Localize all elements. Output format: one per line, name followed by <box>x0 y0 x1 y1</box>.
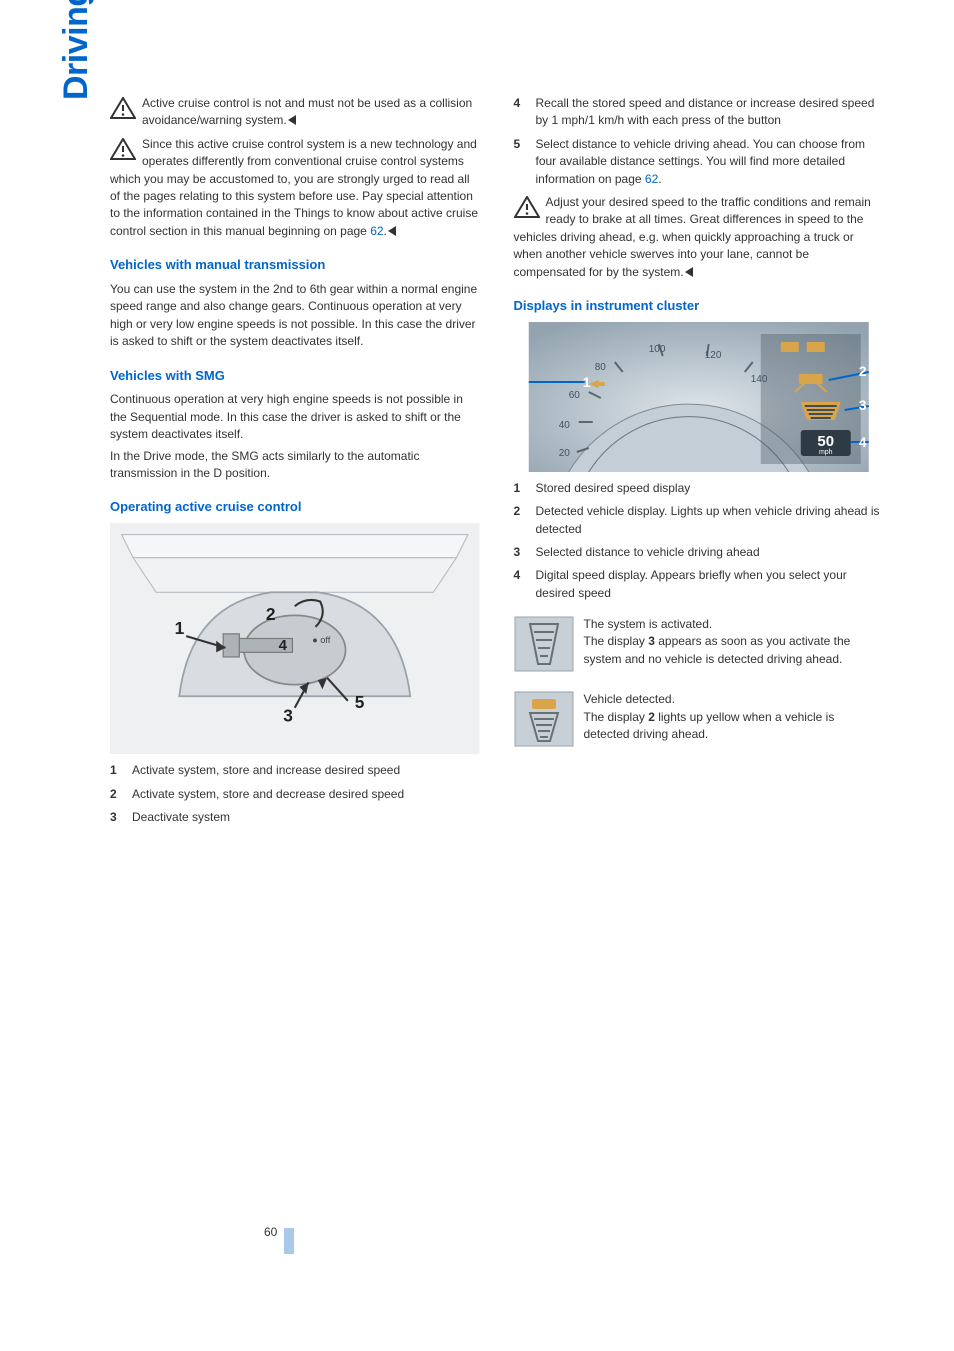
section-tab: Driving <box>52 0 101 100</box>
warning-box-2: Since this active cruise control system … <box>110 136 480 240</box>
warning-text-2: Since this active cruise control system … <box>110 137 478 238</box>
end-marker-icon <box>685 267 693 277</box>
warning-text-1: Active cruise control is not and must no… <box>142 96 472 127</box>
end-marker-icon <box>388 226 396 236</box>
item-number: 2 <box>110 786 132 803</box>
status-detected-row: Vehicle detected. The display 2 lights u… <box>514 691 884 752</box>
warning-icon <box>110 138 136 160</box>
list-item: 1Activate system, store and increase des… <box>110 762 480 779</box>
svg-text:3: 3 <box>283 706 293 726</box>
section-heading: Vehicles with manual transmission <box>110 256 480 275</box>
list-item: 4Digital speed display. Appears briefly … <box>514 567 884 602</box>
list-item: 2Detected vehicle display. Lights up whe… <box>514 503 884 538</box>
item-text: Recall the stored speed and distance or … <box>536 95 884 130</box>
item-text: Selected distance to vehicle driving ahe… <box>536 544 884 561</box>
item-text-post: . <box>658 172 661 186</box>
page-number: 60 <box>264 1224 277 1241</box>
page-link[interactable]: 62 <box>370 224 383 238</box>
item-number: 3 <box>514 544 536 561</box>
vehicle-detected-icon <box>514 691 574 752</box>
left-column: Active cruise control is not and must no… <box>110 95 480 832</box>
svg-text:● off: ● off <box>312 635 331 645</box>
cluster-list: 1Stored desired speed display 2Detected … <box>514 480 884 602</box>
item-text: Detected vehicle display. Lights up when… <box>536 503 884 538</box>
list-item: 1Stored desired speed display <box>514 480 884 497</box>
end-marker-icon <box>288 115 296 125</box>
body-text: Continuous operation at very high engine… <box>110 391 480 443</box>
svg-text:5: 5 <box>355 692 365 712</box>
item-text: Activate system, store and increase desi… <box>132 762 480 779</box>
item-text: Select distance to vehicle driving ahead… <box>536 136 884 188</box>
item-number: 1 <box>110 762 132 779</box>
right-column: 4Recall the stored speed and distance or… <box>514 95 884 832</box>
operating-list: 1Activate system, store and increase des… <box>110 762 480 826</box>
svg-text:80: 80 <box>594 362 606 373</box>
instrument-cluster-figure: 2040 6080 100120 140 <box>514 322 884 472</box>
item-text: Stored desired speed display <box>536 480 884 497</box>
page-link[interactable]: 62 <box>645 172 658 186</box>
warning-icon <box>110 97 136 119</box>
warning-icon <box>514 196 540 218</box>
item-text: Digital speed display. Appears briefly w… <box>536 567 884 602</box>
svg-text:4: 4 <box>279 637 288 654</box>
list-item: 5Select distance to vehicle driving ahea… <box>514 136 884 188</box>
list-item: 3Selected distance to vehicle driving ah… <box>514 544 884 561</box>
svg-text:2: 2 <box>858 363 866 379</box>
svg-text:3: 3 <box>858 397 866 413</box>
operating-list-cont: 4Recall the stored speed and distance or… <box>514 95 884 188</box>
svg-text:1: 1 <box>582 374 590 390</box>
list-item: 4Recall the stored speed and distance or… <box>514 95 884 130</box>
ref-number: 3 <box>648 634 655 648</box>
svg-text:2: 2 <box>266 604 276 624</box>
body-text: You can use the system in the 2nd to 6th… <box>110 281 480 351</box>
section-heading: Vehicles with SMG <box>110 367 480 386</box>
svg-text:120: 120 <box>704 350 721 361</box>
status-detected-text: Vehicle detected. The display 2 lights u… <box>584 691 884 752</box>
status-activated-row: The system is activated. The display 3 a… <box>514 616 884 677</box>
item-text: Activate system, store and decrease desi… <box>132 786 480 803</box>
svg-text:50: 50 <box>817 433 834 450</box>
warning-text-2-post: . <box>384 224 387 238</box>
item-number: 3 <box>110 809 132 826</box>
svg-text:1: 1 <box>175 618 185 638</box>
status-activated-text: The system is activated. The display 3 a… <box>584 616 884 677</box>
ref-number: 2 <box>648 710 655 724</box>
content-columns: Active cruise control is not and must no… <box>110 95 883 832</box>
item-number: 4 <box>514 95 536 130</box>
cruise-lever-figure: 1 2 4 3 5 ● off <box>110 523 480 754</box>
svg-text:20: 20 <box>558 448 570 459</box>
warning-box-1: Active cruise control is not and must no… <box>110 95 480 130</box>
svg-text:4: 4 <box>858 434 866 450</box>
svg-text:mph: mph <box>818 449 832 456</box>
warning-box-3: Adjust your desired speed to the traffic… <box>514 194 884 281</box>
page-marker-bar <box>284 1228 294 1254</box>
svg-text:60: 60 <box>568 390 580 401</box>
item-text: Deactivate system <box>132 809 480 826</box>
item-number: 2 <box>514 503 536 538</box>
list-item: 2Activate system, store and decrease des… <box>110 786 480 803</box>
svg-text:40: 40 <box>558 420 570 431</box>
item-number: 4 <box>514 567 536 602</box>
section-heading: Operating active cruise control <box>110 498 480 517</box>
section-heading: Displays in instrument cluster <box>514 297 884 316</box>
item-number: 5 <box>514 136 536 188</box>
distance-display-icon <box>514 616 574 677</box>
body-text: In the Drive mode, the SMG acts similarl… <box>110 448 480 483</box>
svg-text:100: 100 <box>648 344 665 355</box>
item-number: 1 <box>514 480 536 497</box>
list-item: 3Deactivate system <box>110 809 480 826</box>
